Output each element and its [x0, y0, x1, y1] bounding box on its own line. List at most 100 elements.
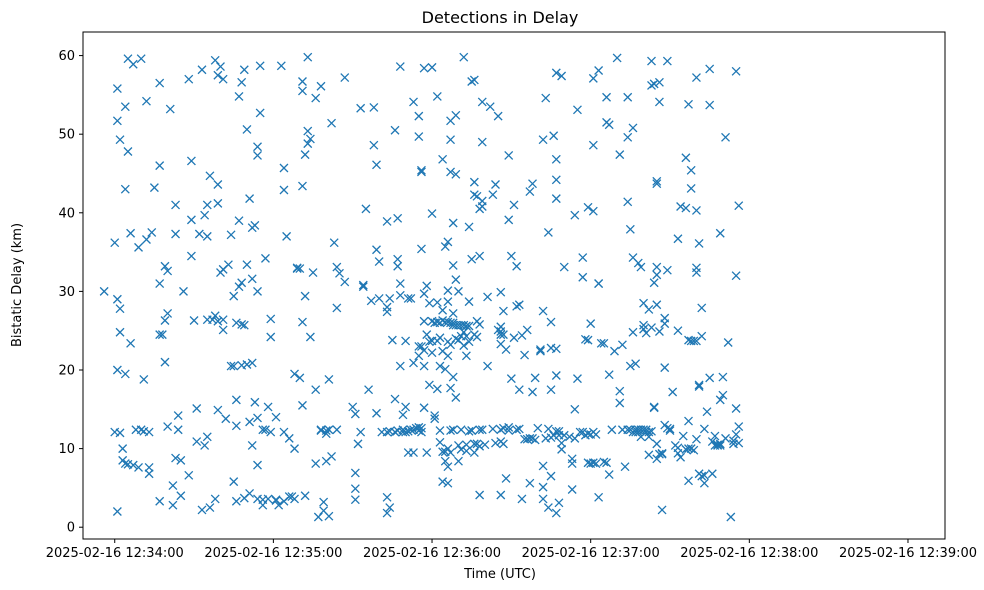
data-point	[366, 296, 376, 306]
data-point	[432, 91, 442, 101]
data-point	[440, 242, 450, 252]
data-point	[554, 426, 564, 436]
data-point	[715, 441, 725, 450]
data-point	[163, 308, 173, 318]
data-point	[721, 132, 730, 142]
data-point	[493, 111, 503, 121]
data-point	[163, 266, 173, 276]
data-point	[274, 500, 284, 510]
data-point	[406, 425, 416, 435]
data-point	[419, 345, 429, 355]
data-point	[118, 444, 128, 454]
data-point	[237, 278, 247, 288]
data-point	[430, 414, 440, 424]
data-point	[155, 330, 165, 340]
data-point	[488, 424, 498, 434]
data-point	[142, 96, 151, 106]
data-point	[329, 238, 339, 248]
data-point	[120, 459, 130, 468]
data-point	[192, 404, 202, 413]
data-point	[551, 154, 561, 164]
data-point	[266, 427, 276, 437]
data-point	[652, 270, 662, 280]
data-point	[662, 265, 672, 275]
data-point	[551, 194, 561, 204]
data-point	[673, 234, 683, 244]
data-point	[401, 336, 411, 346]
data-point	[406, 294, 416, 303]
data-point	[239, 65, 249, 75]
data-point	[443, 297, 453, 307]
data-point	[245, 194, 255, 204]
data-point	[734, 201, 744, 211]
data-point	[395, 279, 405, 288]
data-point	[221, 414, 231, 424]
x-tick-label: 2025-02-16 12:39:00	[839, 546, 977, 561]
data-point	[729, 436, 738, 446]
data-point	[231, 318, 241, 328]
data-point	[393, 261, 403, 271]
data-point	[160, 357, 170, 367]
data-point	[681, 203, 691, 213]
data-point	[657, 449, 667, 459]
data-point	[713, 440, 723, 450]
data-point	[316, 81, 326, 91]
data-point	[192, 437, 202, 446]
data-point	[242, 360, 252, 369]
data-point	[385, 503, 395, 513]
data-point	[554, 498, 564, 508]
data-point	[126, 338, 136, 348]
data-point	[565, 432, 574, 442]
data-point	[705, 373, 715, 383]
data-point	[480, 440, 490, 450]
data-point	[144, 469, 154, 479]
data-point	[242, 125, 252, 134]
data-point	[469, 439, 479, 449]
data-point	[588, 73, 598, 83]
data-point	[451, 110, 461, 120]
data-point	[448, 425, 458, 435]
data-point	[586, 319, 596, 329]
data-point	[665, 424, 675, 434]
data-point	[284, 492, 294, 502]
data-point	[734, 438, 744, 448]
data-point	[715, 228, 725, 238]
data-point	[382, 216, 392, 226]
data-point	[551, 371, 561, 380]
data-point	[699, 424, 709, 434]
data-point	[469, 190, 479, 200]
data-point	[253, 460, 262, 470]
data-point	[623, 425, 633, 435]
data-point	[705, 100, 715, 110]
data-point	[416, 244, 426, 254]
data-point	[625, 361, 635, 371]
data-point	[551, 508, 561, 518]
data-point	[364, 385, 374, 395]
data-point	[535, 346, 545, 356]
data-point	[419, 361, 429, 371]
data-point	[543, 503, 553, 513]
data-point	[171, 229, 181, 239]
data-point	[715, 395, 725, 405]
data-point	[200, 441, 210, 450]
data-points	[99, 52, 744, 522]
data-point	[673, 443, 683, 453]
data-point	[213, 405, 223, 415]
data-point	[652, 262, 662, 272]
data-point	[512, 261, 522, 271]
data-point	[253, 150, 262, 160]
data-point	[353, 439, 363, 449]
data-point	[525, 478, 535, 488]
data-point	[414, 111, 424, 121]
data-point	[464, 321, 474, 331]
data-point	[374, 294, 384, 303]
data-point	[171, 453, 181, 463]
data-point	[242, 260, 252, 270]
data-point	[157, 330, 167, 340]
data-point	[387, 335, 397, 345]
data-point	[208, 315, 218, 325]
data-point	[528, 387, 537, 397]
data-point	[623, 132, 633, 142]
data-point	[435, 361, 445, 371]
data-point	[652, 179, 662, 189]
